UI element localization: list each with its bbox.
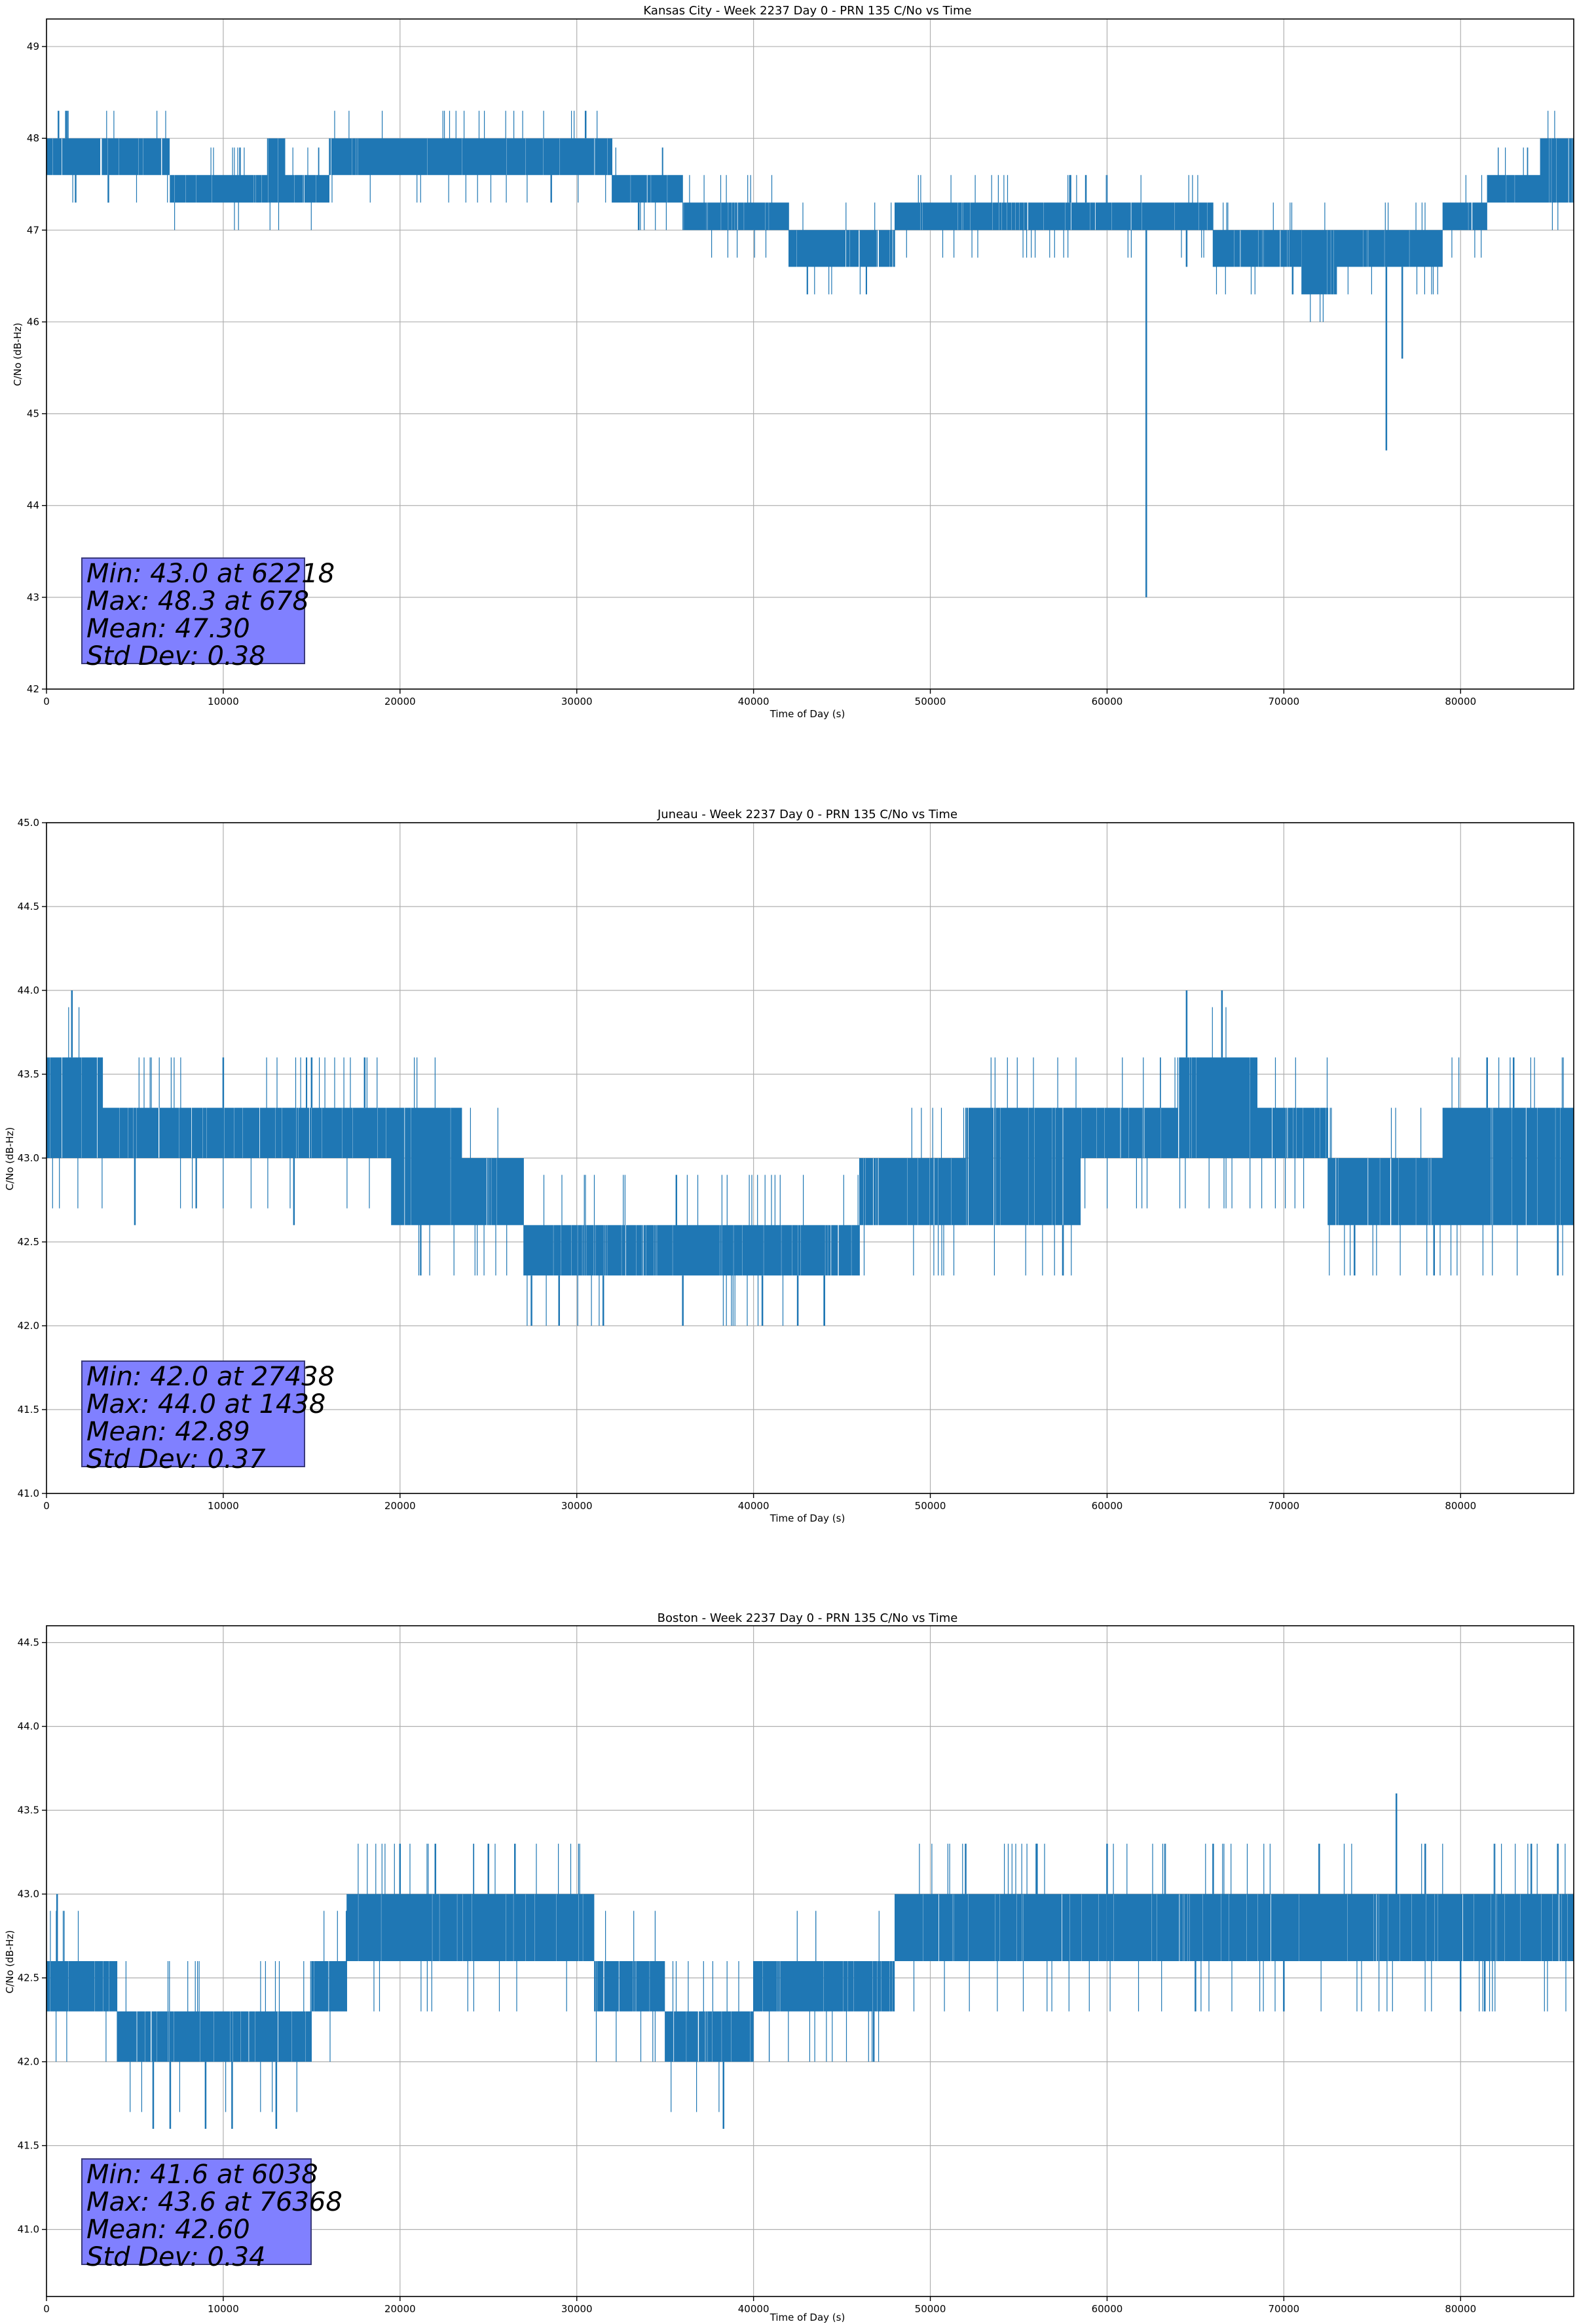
x-tick-label: 80000 <box>1445 696 1476 707</box>
x-axis-ticks: 0 10000 20000 30000 40000 50000 60000 70000 8000… <box>43 2296 1476 2315</box>
x-tick-label: 60000 <box>1092 1500 1123 1512</box>
y-tick-label: 43.0 <box>18 1888 39 1900</box>
x-tick-label: 70000 <box>1268 696 1299 707</box>
y-tick-label: 45.0 <box>18 817 39 829</box>
y-tick-label: 42 <box>27 683 39 695</box>
x-tick-label: 10000 <box>208 2303 239 2315</box>
x-tick-label: 0 <box>43 696 50 707</box>
x-tick-label: 80000 <box>1445 2303 1476 2315</box>
x-tick-label: 70000 <box>1268 2303 1299 2315</box>
y-tick-label: 42.0 <box>18 1320 39 1332</box>
y-tick-label: 42.0 <box>18 2056 39 2068</box>
chart-title: Kansas City - Week 2237 Day 0 - PRN 135 … <box>643 4 971 18</box>
x-tick-label: 0 <box>43 1500 50 1512</box>
series-cno <box>46 1793 1574 2129</box>
y-tick-label: 43.0 <box>18 1152 39 1164</box>
y-tick-label: 47 <box>27 224 39 236</box>
x-tick-label: 30000 <box>561 1500 593 1512</box>
x-tick-label: 70000 <box>1268 1500 1299 1512</box>
x-tick-label: 50000 <box>915 1500 946 1512</box>
x-axis-label: Time of Day (s) <box>770 1512 845 1524</box>
stats-mean: Mean: 42.89 <box>86 1417 250 1447</box>
stats-mean: Mean: 47.30 <box>86 614 250 644</box>
stats-box-kansas-city: Min: 43.0 at 62218 Max: 48.3 at 678 Mean… <box>81 557 335 670</box>
x-tick-label: 0 <box>43 2303 50 2315</box>
stats-box-boston: Min: 41.6 at 6038 Max: 43.6 at 76368 Mea… <box>81 2158 343 2271</box>
plot-frame <box>46 18 1574 690</box>
x-tick-label: 50000 <box>915 2303 946 2315</box>
stats-mean: Mean: 42.60 <box>86 2215 250 2245</box>
y-tick-label: 44 <box>27 500 39 512</box>
x-axis-ticks: 0 10000 20000 30000 40000 50000 60000 70000 8000… <box>43 689 1476 707</box>
y-tick-label: 42.5 <box>18 1972 39 1984</box>
y-tick-label: 44.0 <box>18 1721 39 1733</box>
x-tick-label: 10000 <box>208 696 239 707</box>
subplot-boston: Boston - Week 2237 Day 0 - PRN 135 C/No … <box>4 1611 1574 2323</box>
y-tick-label: 48 <box>27 132 39 144</box>
y-tick-label: 43.5 <box>18 1805 39 1816</box>
x-tick-label: 40000 <box>738 1500 770 1512</box>
y-axis-label: C/No (dB-Hz) <box>12 323 24 386</box>
y-tick-label: 44.5 <box>18 901 39 912</box>
y-tick-label: 43 <box>27 591 39 603</box>
x-tick-label: 30000 <box>561 696 593 707</box>
x-tick-label: 30000 <box>561 2303 593 2315</box>
x-tick-label: 20000 <box>384 696 416 707</box>
series-cno <box>46 111 1574 597</box>
stats-min: Min: 43.0 at 62218 <box>86 559 335 589</box>
y-tick-label: 41.5 <box>18 1404 39 1415</box>
x-axis-ticks: 0 10000 20000 30000 40000 50000 60000 70000 8000… <box>43 1493 1476 1512</box>
plot-frame <box>46 1625 1574 2297</box>
x-tick-label: 40000 <box>738 2303 770 2315</box>
x-tick-label: 60000 <box>1092 696 1123 707</box>
subplot-juneau: Juneau - Week 2237 Day 0 - PRN 135 C/No … <box>4 808 1574 1524</box>
y-axis-label: C/No (dB-Hz) <box>4 1930 16 1994</box>
series-band-strokes <box>46 111 1574 322</box>
chart-title: Juneau - Week 2237 Day 0 - PRN 135 C/No … <box>657 808 957 821</box>
y-axis-ticks: 41.0 41.5 42.0 42.5 43.0 43.5 44.0 44.5 <box>18 1637 46 2236</box>
series-band-strokes <box>46 1007 1574 1326</box>
y-tick-label: 44.0 <box>18 984 39 996</box>
y-tick-label: 46 <box>27 316 39 328</box>
x-tick-label: 20000 <box>384 2303 416 2315</box>
chart-title: Boston - Week 2237 Day 0 - PRN 135 C/No … <box>658 1611 958 1625</box>
y-axis-ticks: 41.0 41.5 42.0 42.5 43.0 43.5 44.0 44.5 45.0 <box>18 817 46 1499</box>
x-axis-label: Time of Day (s) <box>770 2312 845 2323</box>
stats-std-dev: Std Dev: 0.37 <box>86 1444 266 1474</box>
x-tick-label: 80000 <box>1445 1500 1476 1512</box>
x-axis-label: Time of Day (s) <box>770 708 845 720</box>
series-cno <box>46 990 1574 1326</box>
stats-std-dev: Std Dev: 0.38 <box>86 641 266 671</box>
y-tick-label: 42.5 <box>18 1236 39 1248</box>
x-tick-label: 20000 <box>384 1500 416 1512</box>
stats-max: Max: 43.6 at 76368 <box>86 2187 343 2217</box>
subplot-kansas-city: Kansas City - Week 2237 Day 0 - PRN 135 … <box>12 4 1574 720</box>
y-tick-label: 41.0 <box>18 2224 39 2236</box>
y-tick-label: 43.5 <box>18 1068 39 1080</box>
x-tick-label: 50000 <box>915 696 946 707</box>
y-axis-label: C/No (dB-Hz) <box>4 1127 16 1191</box>
x-tick-label: 40000 <box>738 696 770 707</box>
stats-box-juneau: Min: 42.0 at 27438 Max: 44.0 at 1438 Mea… <box>81 1360 335 1473</box>
y-tick-label: 49 <box>27 41 39 52</box>
y-tick-label: 44.5 <box>18 1637 39 1649</box>
y-tick-label: 41.0 <box>18 1488 39 1499</box>
y-tick-label: 41.5 <box>18 2140 39 2152</box>
stats-min: Min: 41.6 at 6038 <box>86 2160 318 2190</box>
stats-std-dev: Std Dev: 0.34 <box>86 2242 266 2272</box>
x-tick-label: 10000 <box>208 1500 239 1512</box>
stats-max: Max: 48.3 at 678 <box>86 586 309 616</box>
stats-max: Max: 44.0 at 1438 <box>86 1389 326 1419</box>
stats-min: Min: 42.0 at 27438 <box>86 1362 335 1392</box>
y-tick-label: 45 <box>27 408 39 420</box>
x-tick-label: 60000 <box>1092 2303 1123 2315</box>
y-axis-ticks: 42 43 44 45 46 47 48 49 <box>27 41 46 695</box>
